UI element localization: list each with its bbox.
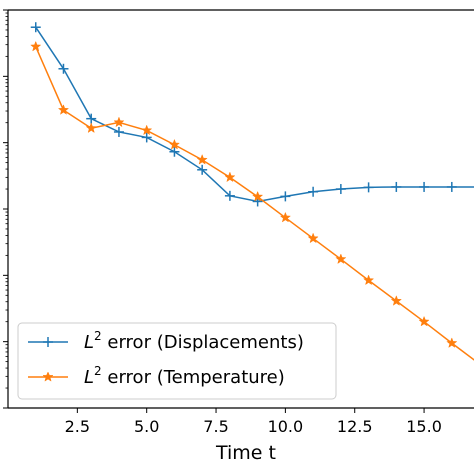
- data-point-displacements: [335, 184, 346, 195]
- data-point-temperature: [224, 171, 236, 183]
- x-tick-label: 2.5: [65, 417, 90, 436]
- x-tick-label: 7.5: [203, 417, 228, 436]
- data-point-displacements: [58, 63, 69, 74]
- legend-box: [17, 322, 337, 400]
- x-tick-label: 15.0: [406, 417, 442, 436]
- data-point-displacements: [419, 181, 430, 192]
- data-point-temperature: [57, 104, 70, 115]
- x-axis-label: Time t: [215, 442, 276, 464]
- data-point-displacements: [224, 190, 235, 201]
- data-point-displacements: [113, 126, 124, 137]
- legend-temperature-label: L2 error (Temperature): [84, 364, 285, 388]
- y-axis-ticks: [3, 9, 8, 409]
- data-point-displacements: [169, 146, 180, 157]
- data-point-temperature: [113, 116, 125, 128]
- data-point-displacements: [308, 186, 319, 197]
- data-point-displacements: [141, 132, 152, 143]
- data-point-temperature: [362, 274, 375, 286]
- data-point-temperature: [252, 190, 264, 202]
- x-tick-label: 5.0: [134, 417, 159, 436]
- data-point-temperature: [446, 337, 458, 348]
- legend-displacements-label: L2 error (Displacements): [84, 329, 304, 353]
- data-point-temperature: [307, 232, 319, 244]
- series-line-temperature: [35, 46, 474, 361]
- data-point-displacements: [30, 22, 41, 33]
- data-point-displacements: [391, 181, 402, 192]
- data-point-temperature: [30, 40, 42, 52]
- data-point-temperature: [85, 122, 97, 134]
- data-point-displacements: [363, 182, 374, 193]
- data-point-temperature: [168, 138, 181, 150]
- data-point-temperature: [196, 153, 208, 165]
- data-point-temperature: [279, 211, 292, 223]
- data-point-temperature: [335, 253, 347, 264]
- legend-temperature-star: [42, 371, 54, 382]
- data-point-temperature: [141, 124, 153, 136]
- data-point-temperature: [390, 295, 402, 306]
- legend-displacements-marker: [43, 337, 53, 347]
- legend-temperature-marker: [42, 371, 54, 382]
- data-point-displacements: [86, 113, 97, 124]
- x-tick-label: 10.0: [268, 417, 304, 436]
- x-axis-ticks: 2.5 5.0 7.5 10.0 12.5 15.0: [65, 408, 442, 436]
- data-point-displacements: [446, 181, 457, 192]
- series-group: [30, 22, 474, 363]
- data-point-temperature: [418, 315, 430, 327]
- data-point-displacements: [280, 191, 291, 202]
- x-tick-label: 12.5: [337, 417, 373, 436]
- series-line-displacements: [35, 26, 474, 203]
- legend: L2 error (Displacements) L2 error (Tempe…: [17, 322, 337, 400]
- data-point-displacements: [197, 164, 208, 175]
